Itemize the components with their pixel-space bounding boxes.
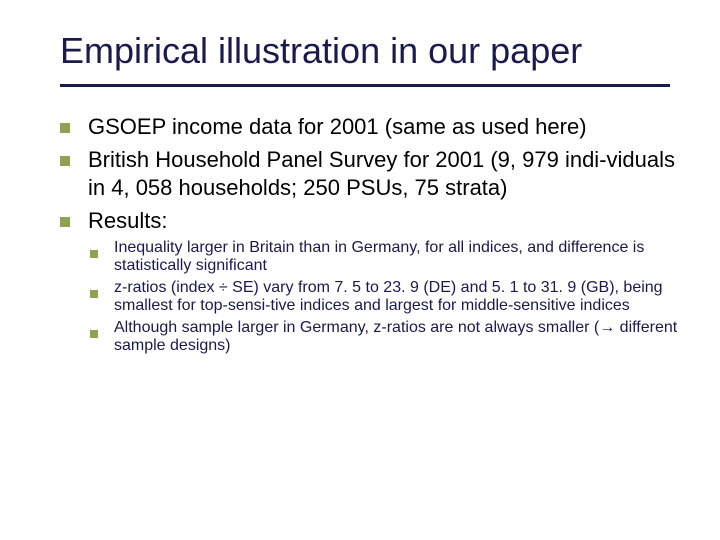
sub-bullet-list: Inequality larger in Britain than in Ger…	[90, 239, 680, 355]
square-bullet-icon	[90, 250, 98, 258]
bullet-text: GSOEP income data for 2001 (same as used…	[88, 113, 680, 142]
bullet-text: Results:	[88, 207, 680, 236]
sub-bullet-text: Inequality larger in Britain than in Ger…	[114, 239, 680, 275]
title-underline	[60, 84, 670, 87]
square-bullet-icon	[60, 156, 70, 166]
sub-bullet-text: Although sample larger in Germany, z-rat…	[114, 319, 680, 355]
sub-bullet-text: z-ratios (index ÷ SE) vary from 7. 5 to …	[114, 279, 680, 315]
square-bullet-icon	[60, 123, 70, 133]
bullet-item: Results:	[60, 207, 680, 236]
main-bullet-list: GSOEP income data for 2001 (same as used…	[60, 113, 680, 235]
square-bullet-icon	[60, 217, 70, 227]
square-bullet-icon	[90, 330, 98, 338]
sub-bullet-item: Although sample larger in Germany, z-rat…	[90, 319, 680, 355]
bullet-item: British Household Panel Survey for 2001 …	[60, 146, 680, 203]
slide-container: Empirical illustration in our paper GSOE…	[0, 0, 720, 540]
sub-bullet-item: Inequality larger in Britain than in Ger…	[90, 239, 680, 275]
sub-bullet-item: z-ratios (index ÷ SE) vary from 7. 5 to …	[90, 279, 680, 315]
square-bullet-icon	[90, 290, 98, 298]
slide-title: Empirical illustration in our paper	[60, 30, 680, 72]
bullet-item: GSOEP income data for 2001 (same as used…	[60, 113, 680, 142]
bullet-text: British Household Panel Survey for 2001 …	[88, 146, 680, 203]
